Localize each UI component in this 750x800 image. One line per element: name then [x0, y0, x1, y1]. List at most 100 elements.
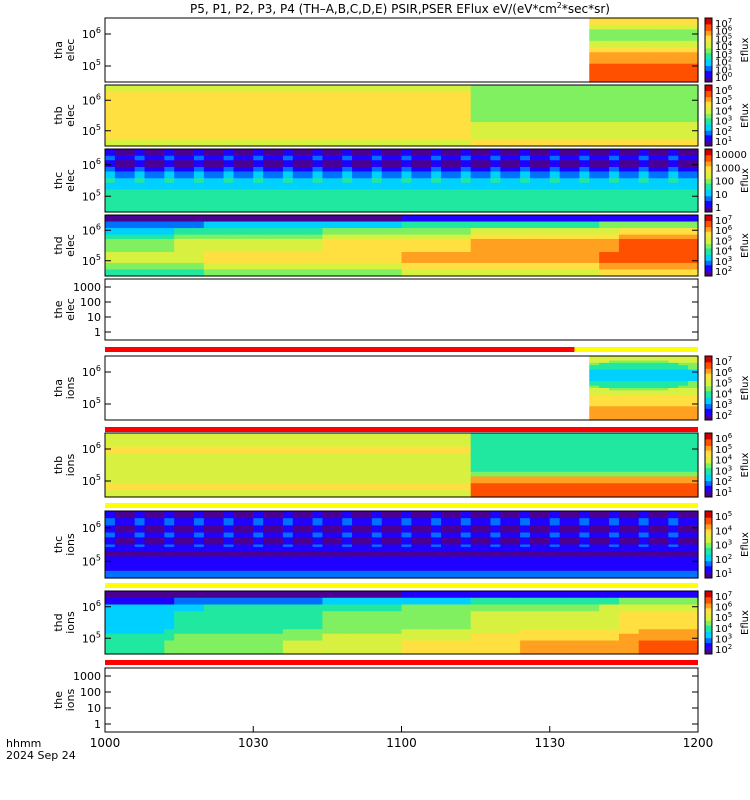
- heat-cell: [618, 209, 630, 213]
- heat-cell: [569, 115, 580, 119]
- heat-cell: [302, 249, 314, 253]
- heat-cell: [441, 128, 452, 132]
- heat-cell: [658, 164, 669, 168]
- heat-cell: [352, 243, 363, 247]
- heat-cell: [618, 241, 630, 244]
- heat-cell: [648, 137, 660, 141]
- heat-cell: [193, 219, 205, 223]
- heat-cell: [114, 108, 126, 112]
- heat-cell: [193, 173, 205, 177]
- heat-cell: [520, 126, 531, 130]
- heat-cell: [411, 126, 422, 130]
- heat-cell: [589, 191, 600, 195]
- heat-cell: [470, 230, 482, 234]
- heat-cell: [609, 54, 620, 58]
- heat-cell: [618, 47, 630, 51]
- heat-cell: [312, 247, 324, 251]
- heat-cell: [302, 243, 314, 247]
- heat-cell: [421, 169, 432, 173]
- heat-cell: [529, 137, 541, 141]
- heat-cell: [678, 215, 689, 218]
- heat-cell: [332, 158, 343, 161]
- heat-cell: [569, 238, 580, 242]
- heat-cell: [658, 87, 669, 90]
- heat-cell: [559, 153, 571, 157]
- heat-cell: [174, 230, 185, 234]
- heat-cell: [184, 141, 195, 145]
- heat-cell: [638, 173, 650, 177]
- heat-cell: [460, 91, 472, 95]
- heat-cell: [579, 141, 590, 145]
- heat-cell: [164, 132, 175, 136]
- heat-cell: [401, 119, 412, 123]
- heat-cell: [361, 128, 373, 132]
- heat-cell: [332, 128, 343, 132]
- heat-cell: [628, 124, 640, 127]
- heat-cell: [332, 234, 343, 238]
- heat-cell: [599, 108, 610, 112]
- heat-cell: [520, 98, 531, 101]
- heat-cell: [520, 167, 531, 170]
- heat-cell: [193, 113, 205, 117]
- heat-cell: [618, 143, 630, 147]
- heat-cell: [144, 115, 156, 119]
- heat-cell: [579, 126, 590, 130]
- heat-cell: [668, 50, 679, 53]
- heat-cell: [658, 149, 669, 152]
- heat-cell: [243, 137, 254, 141]
- heat-cell: [529, 171, 541, 175]
- heat-cell: [549, 217, 561, 220]
- heat-cell: [628, 176, 640, 179]
- heat-cell: [213, 223, 225, 227]
- heat-cell: [164, 160, 175, 164]
- heat-cell: [539, 137, 551, 141]
- heat-cell: [144, 245, 156, 249]
- heat-cell: [539, 194, 551, 197]
- heat-cell: [688, 24, 699, 28]
- heat-cell: [460, 104, 472, 108]
- heat-cell: [154, 85, 165, 88]
- colorbar-band: [705, 53, 712, 56]
- heat-cell: [361, 225, 373, 229]
- heat-cell: [243, 178, 254, 182]
- heat-cell: [441, 203, 452, 206]
- heat-cell: [233, 173, 244, 177]
- heat-cell: [342, 128, 353, 132]
- heat-cell: [352, 221, 363, 225]
- heat-cell: [668, 124, 679, 127]
- heat-cell: [312, 117, 324, 121]
- heat-cell: [124, 245, 136, 249]
- heat-cell: [559, 171, 571, 175]
- heat-cell: [124, 126, 136, 130]
- heat-cell: [193, 185, 205, 188]
- heat-cell: [510, 187, 521, 191]
- heat-cell: [431, 221, 442, 225]
- colorbar-band: [705, 161, 712, 164]
- heat-cell: [213, 149, 225, 152]
- heat-cell: [500, 89, 511, 93]
- heat-cell: [381, 151, 393, 155]
- heat-cell: [480, 230, 492, 234]
- heat-cell: [154, 194, 165, 197]
- heat-cell: [549, 254, 561, 257]
- heat-cell: [618, 115, 630, 119]
- heat-cell: [253, 232, 264, 236]
- heat-cell: [658, 247, 669, 251]
- heat-cell: [193, 171, 205, 175]
- heat-cell: [658, 40, 669, 44]
- heat-cell: [658, 245, 669, 249]
- heat-cell: [490, 122, 501, 125]
- heat-cell: [302, 196, 314, 200]
- heat-cell: [529, 241, 541, 244]
- heat-cell: [460, 198, 472, 202]
- heat-cell: [579, 209, 590, 213]
- heat-cell: [529, 128, 541, 132]
- heat-cell: [599, 66, 610, 69]
- heat-cell: [371, 221, 383, 225]
- heat-cell: [302, 98, 314, 101]
- heat-cell: [124, 234, 136, 238]
- heat-cell: [609, 203, 620, 206]
- heat-cell: [243, 113, 254, 117]
- heat-cell: [164, 111, 175, 114]
- heat-cell: [638, 18, 650, 21]
